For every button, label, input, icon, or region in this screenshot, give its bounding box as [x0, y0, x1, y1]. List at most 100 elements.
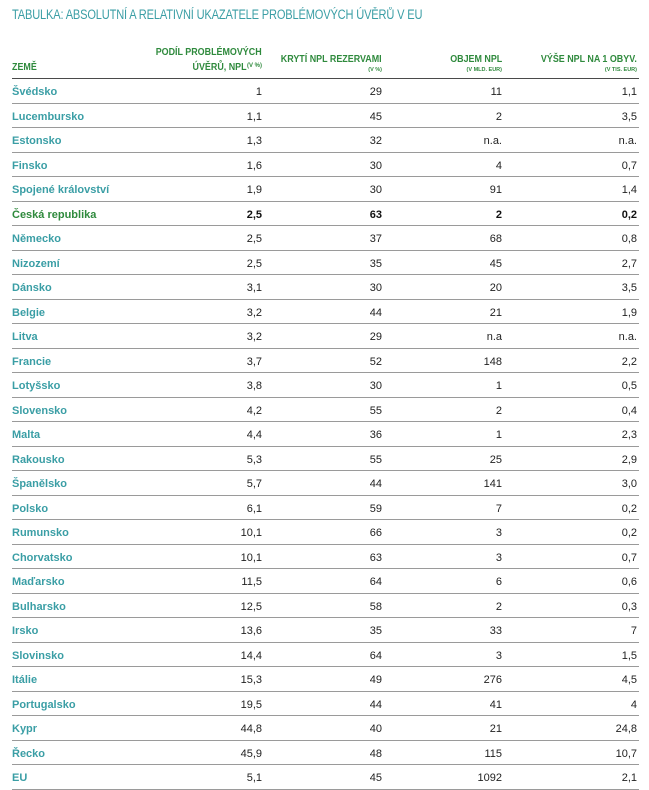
coverage-cell: 40	[369, 723, 382, 735]
volume-cell: 3	[495, 551, 502, 564]
table-header: ZEMĚ PODÍL PROBLÉMOVÝCH ÚVĚRŮ, NPL(V %) …	[12, 40, 639, 79]
per-capita-cell: 0,2	[621, 208, 637, 221]
per-capita-cell: 2,9	[621, 453, 637, 466]
coverage-cell: 49	[369, 674, 382, 686]
per-capita-cell: n.a.	[618, 135, 637, 147]
npl-share-cell: 1,3	[246, 135, 262, 147]
coverage-cell: 64	[369, 576, 382, 588]
table-row: Spojené království 1,9 30 91 1,4	[12, 177, 639, 202]
country-cell: Bulharsko	[12, 600, 66, 613]
coverage-cell: 32	[369, 135, 382, 147]
npl-share-cell: 2,5	[246, 257, 262, 270]
table-row: Finsko 1,6 30 4 0,7	[12, 153, 639, 177]
country-cell: Belgie	[12, 306, 46, 319]
per-capita-cell: 0,2	[621, 502, 637, 515]
coverage-cell: 44	[369, 478, 382, 490]
volume-cell: 3	[495, 527, 502, 539]
volume-cell: 33	[489, 625, 502, 637]
volume-cell: 25	[489, 453, 502, 466]
npl-share-cell: 1,6	[246, 159, 262, 172]
volume-cell: 148	[483, 355, 502, 368]
header-volume: OBJEM NPL (V MLD. EUR)	[449, 53, 502, 73]
per-capita-cell: 0,4	[621, 404, 637, 417]
country-cell: Dánsko	[12, 282, 52, 294]
country-cell: Rumunsko	[12, 527, 69, 539]
coverage-cell: 36	[369, 429, 382, 441]
coverage-cell: 63	[369, 208, 382, 221]
npl-share-cell: 4,2	[246, 404, 262, 417]
per-capita-cell: 3,5	[621, 110, 637, 123]
volume-cell: 21	[489, 723, 502, 735]
country-cell: Německo	[12, 233, 61, 245]
table-row: Řecko 45,9 48 115 10,7	[12, 741, 639, 765]
per-capita-cell: 1,4	[621, 184, 637, 196]
coverage-cell: 29	[369, 331, 382, 343]
table-row: Rakousko 5,3 55 25 2,9	[12, 447, 639, 471]
coverage-cell: 52	[369, 355, 382, 368]
npl-share-cell: 1	[255, 86, 262, 98]
npl-share-cell: 14,4	[240, 649, 262, 662]
coverage-cell: 55	[369, 404, 382, 417]
volume-cell: 68	[489, 233, 502, 245]
header-npl-share: PODÍL PROBLÉMOVÝCH ÚVĚRŮ, NPL(V %)	[156, 46, 262, 73]
volume-cell: 20	[489, 282, 502, 294]
country-cell: Polsko	[12, 502, 49, 515]
coverage-cell: 30	[369, 184, 382, 196]
table-row: Itálie 15,3 49 276 4,5	[12, 667, 639, 692]
npl-share-cell: 1,9	[246, 184, 262, 196]
coverage-cell: 55	[369, 453, 382, 466]
npl-share-cell: 3,8	[246, 380, 262, 392]
country-cell: Malta	[12, 429, 41, 441]
header-per-capita: VÝŠE NPL NA 1 OBYV. (V TIS. EUR)	[541, 53, 637, 73]
country-cell: Kypr	[12, 723, 38, 735]
npl-share-cell: 6,1	[246, 502, 262, 515]
country-cell: Švédsko	[12, 86, 58, 98]
country-cell: Rakousko	[12, 453, 65, 466]
per-capita-cell: 1,9	[621, 306, 637, 319]
volume-cell: 45	[489, 257, 502, 270]
table-row: Slovinsko 14,4 64 3 1,5	[12, 643, 639, 667]
per-capita-cell: 4	[630, 698, 637, 711]
coverage-cell: 30	[369, 159, 382, 172]
volume-cell: 41	[489, 698, 502, 711]
country-cell: Lucembursko	[12, 110, 85, 123]
table-row: Lotyšsko 3,8 30 1 0,5	[12, 373, 639, 398]
per-capita-cell: 0,3	[621, 600, 637, 613]
volume-cell: 1092	[477, 772, 502, 784]
coverage-cell: 30	[369, 282, 382, 294]
coverage-cell: 45	[369, 110, 382, 123]
country-cell: Španělsko	[12, 478, 68, 490]
volume-cell: n.a	[486, 331, 502, 343]
volume-cell: 91	[489, 184, 502, 196]
country-cell: Estonsko	[12, 135, 62, 147]
table-row: Francie 3,7 52 148 2,2	[12, 349, 639, 373]
volume-cell: 1	[495, 429, 502, 441]
table-row: EU 5,1 45 1092 2,1	[12, 765, 639, 790]
country-cell: Portugalsko	[12, 698, 76, 711]
coverage-cell: 63	[369, 551, 382, 564]
country-cell: Slovensko	[12, 404, 68, 417]
country-cell: EU	[12, 772, 28, 784]
table-row: Belgie 3,2 44 21 1,9	[12, 300, 639, 324]
npl-share-cell: 15,3	[240, 674, 262, 686]
npl-share-cell: 44,8	[240, 723, 262, 735]
per-capita-cell: 4,5	[621, 674, 637, 686]
coverage-cell: 48	[369, 747, 382, 760]
volume-cell: 2	[495, 110, 502, 123]
country-cell: Nizozemí	[12, 257, 60, 270]
table-row: Německo 2,5 37 68 0,8	[12, 226, 639, 251]
volume-cell: 3	[495, 649, 502, 662]
per-capita-cell: 3,5	[621, 282, 637, 294]
per-capita-cell: n.a.	[618, 331, 637, 343]
npl-share-cell: 10,1	[240, 551, 262, 564]
volume-cell: 2	[495, 404, 502, 417]
npl-share-cell: 4,4	[246, 429, 262, 441]
npl-share-cell: 5,7	[246, 478, 262, 490]
country-cell: Itálie	[12, 674, 38, 686]
per-capita-cell: 7	[630, 625, 637, 637]
table-row: Dánsko 3,1 30 20 3,5	[12, 275, 639, 300]
per-capita-cell: 0,5	[621, 380, 637, 392]
coverage-cell: 66	[369, 527, 382, 539]
npl-share-cell: 2,5	[246, 233, 262, 245]
table-row: Maďarsko 11,5 64 6 0,6	[12, 569, 639, 594]
